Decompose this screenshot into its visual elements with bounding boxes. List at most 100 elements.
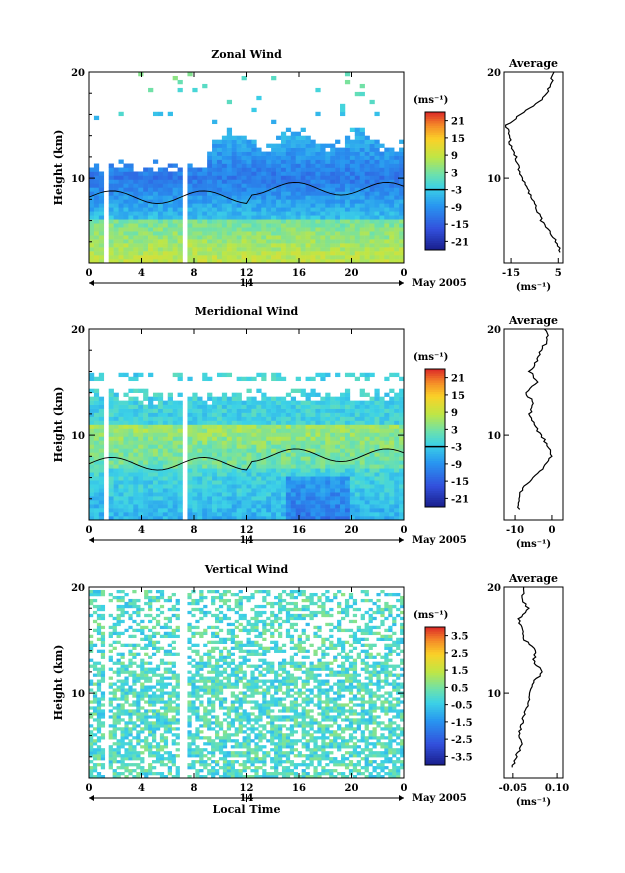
heatmap-cell (300, 432, 306, 437)
heatmap-cell (340, 500, 346, 505)
heatmap-cell (192, 223, 198, 228)
heatmap-cell (172, 460, 178, 465)
heatmap-cell (285, 739, 291, 743)
heatmap-cell (128, 251, 134, 256)
average-unit: (ms⁻¹) (516, 282, 551, 293)
heatmap-cell (230, 769, 235, 773)
heatmap-cell (93, 428, 100, 433)
heatmap-cell (113, 175, 119, 180)
heatmap-cell (113, 492, 119, 497)
heatmap-cell (379, 412, 385, 417)
heatmap-cell (290, 472, 297, 477)
heatmap-cell (384, 476, 390, 481)
heatmap-cell (236, 215, 242, 220)
date-label: May 2005 (412, 535, 467, 546)
heatmap-cell (344, 191, 351, 196)
heatmap-cell (271, 508, 277, 513)
heatmap-cell (266, 243, 272, 248)
heatmap-cell (212, 504, 218, 509)
heatmap-cell (325, 480, 331, 485)
heatmap-cell (278, 736, 283, 740)
heatmap-cell (113, 476, 119, 481)
heatmap-cell (246, 223, 252, 228)
heatmap-cell (295, 388, 301, 393)
heatmap-cell (374, 388, 380, 393)
heatmap-cell (108, 175, 114, 180)
heatmap-cell (108, 163, 114, 168)
heatmap-cell (203, 742, 208, 746)
heatmap-cell (344, 468, 351, 473)
heatmap-cell (171, 727, 176, 731)
heatmap-cell (262, 733, 267, 737)
heatmap-cell (399, 436, 405, 441)
heatmap-cell (93, 432, 100, 437)
heatmap-cell (118, 215, 124, 220)
heatmap-cell (226, 739, 232, 743)
heatmap-cell (123, 183, 129, 188)
heatmap-cell (152, 472, 159, 477)
heatmap-cell (305, 167, 311, 172)
heatmap-cell (394, 163, 400, 168)
heatmap-cell (266, 191, 272, 196)
heatmap-cell (325, 203, 331, 208)
heatmap-cell (295, 171, 301, 176)
heatmap-cell (320, 452, 326, 457)
heatmap-cell (152, 199, 159, 204)
heatmap-cell (368, 733, 373, 737)
heatmap-cell (226, 223, 233, 228)
heatmap-cell (261, 424, 267, 429)
heatmap-cell (128, 504, 134, 509)
heatmap-cell (236, 159, 242, 164)
heatmap-cell (344, 428, 351, 433)
heatmap-cell (369, 440, 375, 445)
heatmap-cell (256, 492, 262, 497)
heatmap-cell (266, 480, 272, 485)
heatmap-cell (226, 175, 233, 180)
heatmap-cell (399, 416, 405, 421)
heatmap-cell (320, 143, 326, 148)
heatmap-cell (98, 516, 105, 521)
heatmap-cell (241, 472, 247, 477)
heatmap-cell (246, 492, 252, 497)
heatmap-cell (256, 163, 262, 168)
heatmap-cell (192, 251, 198, 256)
heatmap-cell (344, 757, 350, 761)
heatmap-cell (354, 416, 360, 421)
heatmap-cell (285, 400, 292, 405)
heatmap-cell (321, 730, 326, 734)
heatmap-cell (238, 751, 243, 755)
heatmap-cell (349, 408, 356, 413)
heatmap-cell (123, 456, 129, 461)
heatmap-cell (389, 259, 395, 264)
heatmap-cell (266, 167, 272, 172)
heatmap-cell (138, 500, 144, 505)
heatmap-cell (96, 775, 102, 779)
heatmap-cell (290, 195, 297, 200)
heatmap-cell (364, 460, 370, 465)
heatmap-cell (207, 484, 213, 489)
heatmap-cell (300, 191, 306, 196)
heatmap-cell (340, 259, 346, 264)
heatmap-cell (216, 412, 223, 417)
heatmap-cell (340, 440, 346, 445)
heatmap-cell (207, 428, 213, 433)
heatmap-cell (305, 424, 311, 429)
heatmap-cell (138, 259, 144, 264)
heatmap-cell (207, 187, 213, 192)
heatmap-cell (274, 763, 279, 767)
heatmap-cell (333, 739, 338, 743)
heatmap-cell (212, 436, 218, 441)
heatmap-cell (340, 460, 346, 465)
heatmap-cell (349, 143, 356, 148)
heatmap-cell (152, 396, 159, 401)
heatmap-cell (148, 504, 154, 509)
heatmap-cell (89, 207, 95, 212)
heatmap-cell (172, 412, 178, 417)
heatmap-cell (394, 508, 400, 513)
heatmap-cell (221, 175, 228, 180)
heatmap-cell (384, 376, 390, 382)
heatmap-cell (354, 139, 360, 144)
heatmap-cell (123, 408, 129, 413)
colorbar-swatch (425, 477, 445, 480)
colorbar-swatch (425, 162, 445, 166)
